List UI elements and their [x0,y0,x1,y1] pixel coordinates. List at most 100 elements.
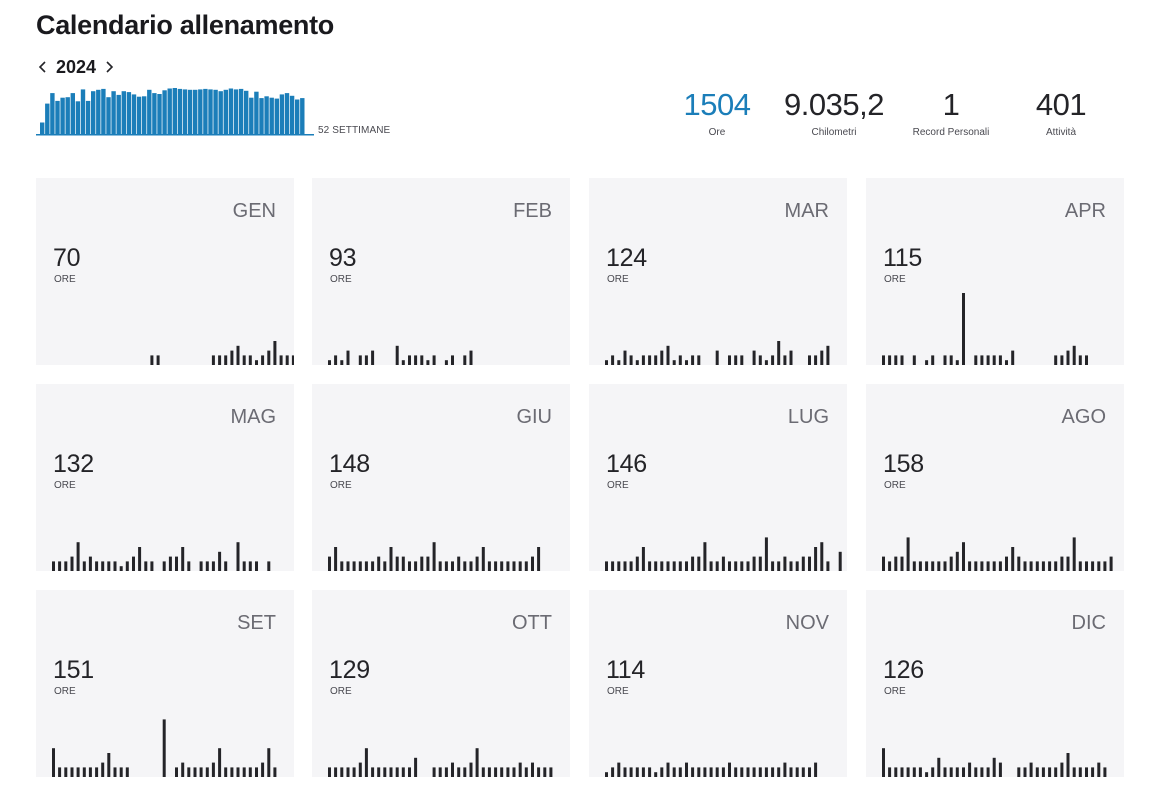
month-day-bar [432,355,436,365]
year-navigation: 2024 [34,56,118,78]
weekly-baseline [36,134,314,136]
month-day-bar [1005,360,1008,365]
month-card-ott[interactable]: OTT 129 ORE [312,590,570,777]
month-day-bar [1109,556,1113,571]
month-day-bar [414,757,418,777]
month-daily-chart [328,542,541,571]
month-name: MAG [230,406,276,428]
chevron-right-icon[interactable] [100,57,118,77]
week-bar [152,93,157,134]
week-bar [259,98,264,134]
month-card-mag[interactable]: MAG 132 ORE [36,384,294,571]
month-name: MAR [784,200,829,222]
month-card-apr[interactable]: APR 115 ORE [866,178,1124,365]
month-day-bar [426,360,430,365]
month-day-bar [218,551,222,571]
month-hours: 146 [606,450,647,478]
month-card-mar[interactable]: MAR 124 ORE [589,178,847,365]
month-day-bar [998,561,1002,571]
month-hours-unit: ORE [54,480,76,491]
month-hours: 158 [883,450,924,478]
month-day-bar [101,561,105,571]
month-day-bar [242,561,246,571]
month-day-bar [352,767,356,777]
month-day-bar [808,355,811,365]
month-day-bar [974,355,978,365]
month-day-bar [783,556,787,571]
month-day-bar [395,556,399,571]
month-day-bar [193,767,197,777]
week-bar [177,88,183,134]
month-day-bar [82,767,86,777]
month-card-ago[interactable]: AGO 158 ORE [866,384,1124,571]
month-name: SET [237,612,276,634]
month-day-bar [1041,561,1045,571]
month-hours: 151 [53,656,94,684]
week-bar [254,91,259,134]
month-hours-unit: ORE [607,274,629,285]
month-day-bar [224,355,228,365]
month-day-bar [925,360,929,365]
month-day-bar [605,772,608,777]
month-hours: 70 [53,244,81,272]
month-day-bar [752,350,756,365]
month-day-bar [611,561,615,571]
month-day-bar [273,341,277,365]
month-day-bar [328,556,331,571]
month-day-bar [623,767,627,777]
month-day-bar [795,561,799,571]
month-day-bar [125,561,129,571]
month-card-nov[interactable]: NOV 114 ORE [589,590,847,777]
month-card-gen[interactable]: GEN 70 ORE [36,178,294,365]
month-day-bar [611,355,615,365]
month-day-bar [506,561,510,571]
month-day-bar [549,767,553,777]
month-day-bar [826,345,830,365]
month-day-bar [88,767,92,777]
month-hours-unit: ORE [884,480,906,491]
month-card-feb[interactable]: FEB 93 ORE [312,178,570,365]
month-day-bar [426,556,430,571]
month-day-bar [728,762,731,777]
month-day-bar [1066,556,1070,571]
month-day-bar [955,360,959,365]
month-day-bar [340,767,344,777]
month-day-bar [138,547,142,571]
month-day-bar [358,561,362,571]
month-day-bar [500,767,504,777]
month-day-bar [691,355,695,365]
week-bar [136,96,142,134]
month-day-bar [132,556,135,571]
month-day-bar [224,767,228,777]
month-day-bar [992,757,996,777]
month-card-set[interactable]: SET 151 ORE [36,590,294,777]
month-day-bar [463,561,467,571]
month-day-bar [524,561,528,571]
month-day-bar [777,767,781,777]
month-card-lug[interactable]: LUG 146 ORE [589,384,847,571]
month-day-bar [408,355,411,365]
month-day-bar [617,762,621,777]
month-day-bar [764,767,768,777]
month-day-bar [475,748,479,777]
month-day-bar [789,350,793,365]
week-bar [126,92,132,134]
month-day-bar [346,561,350,571]
week-bar [208,89,213,134]
chevron-left-icon[interactable] [34,57,52,77]
month-day-bar [358,762,362,777]
month-day-bar [986,561,990,571]
month-day-bar [746,767,750,777]
month-day-bar [709,767,713,777]
month-day-bar [481,547,485,571]
month-day-bar [740,355,744,365]
month-card-giu[interactable]: GIU 148 ORE [312,384,570,571]
month-day-bar [758,556,762,571]
month-day-bar [641,355,645,365]
month-day-bar [617,561,621,571]
month-day-bar [230,350,234,365]
month-day-bar [949,556,953,571]
month-day-bar [82,561,86,571]
week-bar [274,98,279,134]
month-card-dic[interactable]: DIC 126 ORE [866,590,1124,777]
